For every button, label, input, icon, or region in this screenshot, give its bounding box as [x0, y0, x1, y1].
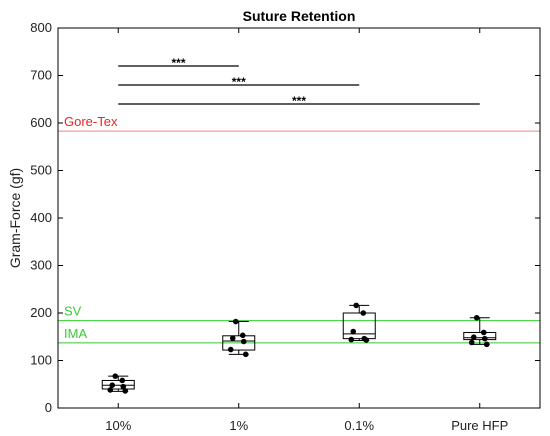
box-4: [463, 314, 497, 348]
data-point: [240, 338, 247, 345]
reference-label-sv: SV: [64, 304, 82, 319]
data-point: [109, 382, 116, 389]
chart-title: Suture Retention: [243, 8, 356, 24]
box-2: [222, 318, 256, 358]
data-point: [350, 328, 357, 335]
data-point: [468, 339, 475, 346]
y-tick-label: 0: [45, 400, 52, 415]
x-tick-label: 1%: [229, 418, 248, 433]
reference-label-gore-tex: Gore-Tex: [64, 114, 118, 129]
reference-label-ima: IMA: [64, 326, 87, 341]
x-tick-label: 0.1%: [344, 418, 374, 433]
y-axis-title: Gram-Force (gf): [7, 168, 23, 268]
y-tick-label: 600: [30, 115, 52, 130]
box-1: [101, 373, 135, 394]
plot-area: Gore-Tex SV IMA 0 100 200 300 400 500 600 700 800 10…: [30, 20, 541, 433]
data-point: [363, 337, 370, 343]
data-point: [107, 387, 114, 393]
data-point: [122, 388, 129, 394]
box-3: [342, 302, 376, 343]
x-tick-label: Pure HFP: [451, 418, 508, 433]
significance-label: ***: [171, 56, 185, 70]
data-point: [227, 346, 234, 353]
box-iqr: [463, 331, 497, 341]
y-tick-label: 300: [30, 258, 52, 273]
data-point: [473, 314, 480, 321]
y-tick-label: 100: [30, 353, 52, 368]
data-point: [480, 329, 487, 336]
data-point: [360, 310, 367, 316]
data-point: [483, 341, 490, 348]
data-point: [242, 351, 249, 358]
significance-label: ***: [232, 75, 246, 89]
x-tick-label: 10%: [105, 418, 131, 433]
data-point: [119, 377, 126, 384]
data-point: [470, 334, 477, 341]
data-point: [112, 373, 119, 379]
data-point: [481, 335, 488, 342]
y-tick-label: 700: [30, 68, 52, 83]
data-point: [120, 383, 127, 390]
y-tick-label: 400: [30, 210, 52, 225]
y-tick-label: 200: [30, 305, 52, 320]
data-point: [232, 318, 239, 325]
y-tick-label: 500: [30, 163, 52, 178]
significance-label: ***: [292, 94, 306, 108]
y-tick-label: 800: [30, 20, 52, 35]
data-point: [348, 336, 355, 343]
box-iqr: [222, 335, 256, 351]
data-point: [229, 335, 236, 341]
data-point: [353, 302, 360, 309]
data-point: [239, 332, 246, 339]
box-iqr: [342, 312, 376, 340]
